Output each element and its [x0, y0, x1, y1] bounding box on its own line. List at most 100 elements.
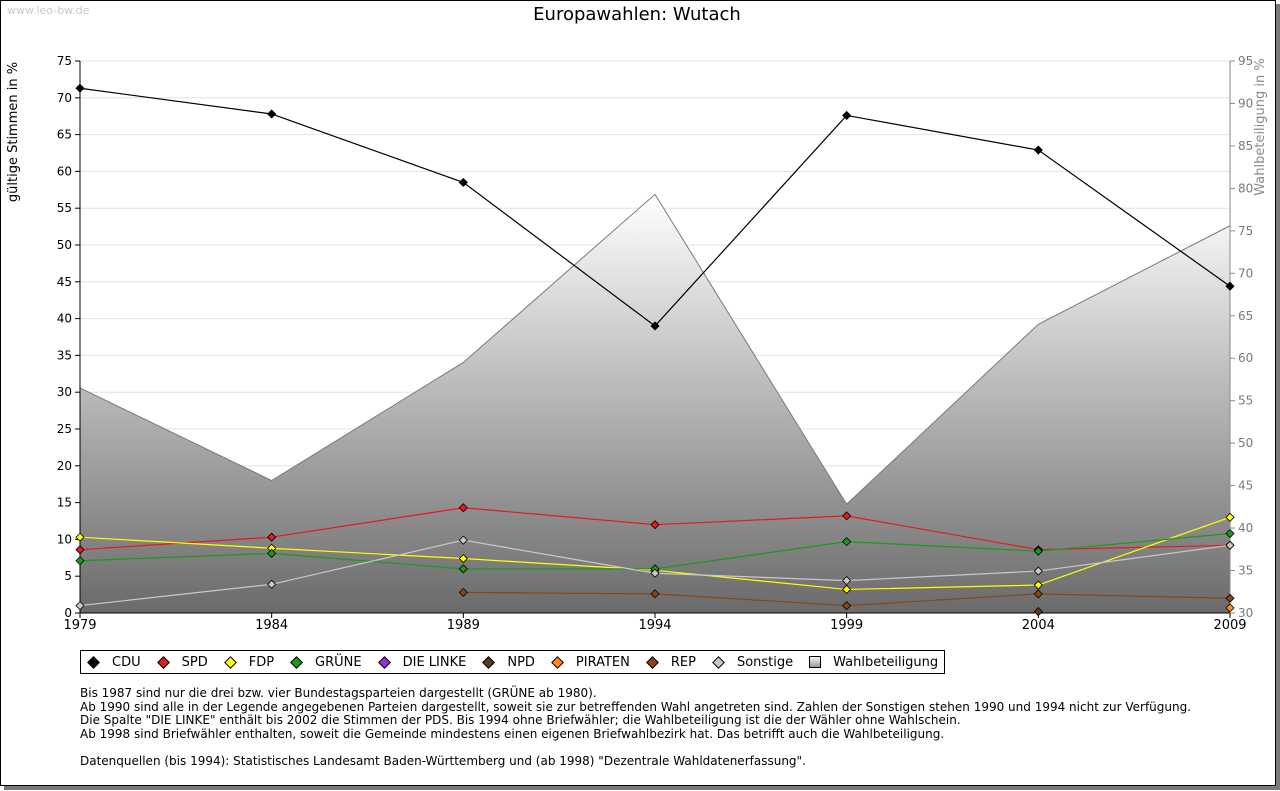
- data-point: [75, 556, 85, 566]
- data-point: [75, 532, 85, 542]
- legend-swatch: [809, 656, 822, 668]
- legend-label: FDP: [248, 654, 275, 670]
- y-tick-label: 70: [57, 91, 72, 105]
- y-tick-label: 60: [57, 164, 72, 178]
- legend-marker: [646, 655, 659, 669]
- legend-label: Wahlbeteiligung: [833, 654, 939, 670]
- y-tick-label: 25: [57, 422, 72, 436]
- y2-tick-label: 75: [1238, 224, 1253, 238]
- data-point: [1225, 540, 1235, 550]
- x-tick-label: 1989: [447, 618, 480, 633]
- legend-item: FDP: [223, 654, 275, 670]
- watermark: www.leo-bw.de: [7, 4, 90, 17]
- legend-item: CDU: [87, 655, 141, 670]
- y2-tick-label: 70: [1238, 266, 1253, 280]
- legend-item: SPD: [156, 654, 208, 670]
- data-point: [458, 564, 468, 574]
- y-tick-label: 10: [57, 532, 72, 546]
- y2-axis-label: Wahlbeteiligung in %: [1253, 58, 1268, 195]
- y2-tick-label: 60: [1238, 351, 1253, 365]
- y2-tick-label: 50: [1238, 436, 1253, 450]
- data-point: [267, 548, 277, 558]
- y2-tick-label: 35: [1238, 564, 1253, 578]
- data-point: [1033, 580, 1043, 590]
- data-point: [650, 589, 660, 599]
- data-point: [842, 601, 852, 611]
- legend-marker: [223, 655, 237, 669]
- y-tick-label: 50: [57, 238, 72, 252]
- y2-tick-label: 65: [1238, 309, 1253, 323]
- y-tick-label: 45: [57, 275, 72, 289]
- data-point: [458, 553, 468, 564]
- legend-label: DIE LINKE: [402, 654, 467, 670]
- chart-plot: 0 5 10 15 20 25 30 35 40 45 50 55 60 65 70 75 30 35 40 45 50…: [6, 54, 1268, 633]
- data-point: [458, 587, 468, 597]
- legend-item: NPD: [482, 655, 535, 670]
- chart-legend: CDU SPD FDP GRÜNE DIE LINKE NPD PIRATEN REP Sons…: [80, 650, 946, 674]
- data-point: [842, 576, 852, 586]
- data-point: [267, 109, 277, 119]
- legend-item: REP: [646, 655, 696, 670]
- legend-item: Sonstige: [712, 655, 793, 670]
- turnout-line: [79, 193, 1231, 506]
- data-point: [650, 520, 660, 530]
- legend-item: DIE LINKE: [377, 654, 467, 670]
- y2-tick-label: 85: [1238, 139, 1253, 153]
- y-tick-label: 55: [57, 201, 72, 215]
- x-tick-label: 1984: [255, 618, 288, 633]
- y-tick-label: 15: [57, 496, 72, 510]
- legend-marker: [87, 655, 100, 669]
- data-point: [1225, 528, 1235, 539]
- data-point: [267, 579, 277, 589]
- y2-tick-label: 55: [1238, 394, 1253, 408]
- data-point: [842, 584, 852, 595]
- data-point: [1225, 512, 1235, 522]
- legend-marker: [712, 655, 725, 669]
- legend-label: GRÜNE: [315, 654, 362, 670]
- legend-item: GRÜNE: [290, 655, 362, 670]
- data-source: Datenquellen (bis 1994): Statistisches L…: [80, 753, 806, 768]
- y2-tick-label: 90: [1238, 96, 1253, 110]
- data-point: [1033, 546, 1043, 556]
- data-point: [75, 83, 85, 93]
- legend-label: Sonstige: [736, 654, 794, 670]
- x-tick-label: 2004: [1022, 618, 1055, 633]
- note-line: Ab 1990 sind alle in der Legende angegeb…: [80, 699, 1192, 714]
- note-line: Bis 1987 sind nur die drei bzw. vier Bun…: [80, 686, 597, 700]
- legend-marker: [156, 655, 170, 669]
- legend-label: PIRATEN: [575, 654, 630, 670]
- data-point: [458, 503, 468, 513]
- data-point: [842, 511, 852, 521]
- data-point: [458, 535, 468, 545]
- turnout-area: [80, 194, 1230, 613]
- data-point: [650, 321, 660, 331]
- data-point: [842, 110, 852, 121]
- note-line: Ab 1998 sind Briefwähler enthalten, sowe…: [80, 726, 945, 741]
- chart-title: Europawahlen: Wutach: [533, 4, 741, 25]
- data-point: [650, 568, 660, 578]
- data-point: [1033, 566, 1043, 576]
- x-tick-label: 2009: [1213, 618, 1246, 633]
- y-axis-label: gültige Stimmen in %: [6, 62, 21, 202]
- legend-marker: [482, 655, 496, 669]
- legend-marker: [551, 655, 564, 669]
- legend-marker: [377, 655, 391, 669]
- y-tick-label: 65: [57, 128, 72, 142]
- y-tick-label: 5: [64, 569, 72, 583]
- y-tick-label: 20: [57, 459, 72, 473]
- data-point: [1225, 603, 1235, 613]
- legend-label: NPD: [507, 654, 535, 670]
- legend-label: CDU: [112, 654, 141, 670]
- data-point: [1033, 589, 1043, 599]
- legend-marker: [290, 655, 303, 669]
- note-line: Die Spalte "DIE LINKE" enthält bis 2002 …: [80, 713, 961, 727]
- data-point: [1225, 281, 1235, 291]
- data-point: [842, 537, 852, 547]
- legend-label: SPD: [181, 654, 208, 670]
- y-tick-label: 40: [57, 312, 72, 326]
- y2-tick-label: 95: [1238, 54, 1253, 68]
- y-tick-label: 35: [57, 348, 72, 362]
- data-point: [75, 601, 85, 611]
- legend-item: PIRATEN: [551, 655, 630, 670]
- y-tick-label: 0: [64, 606, 72, 620]
